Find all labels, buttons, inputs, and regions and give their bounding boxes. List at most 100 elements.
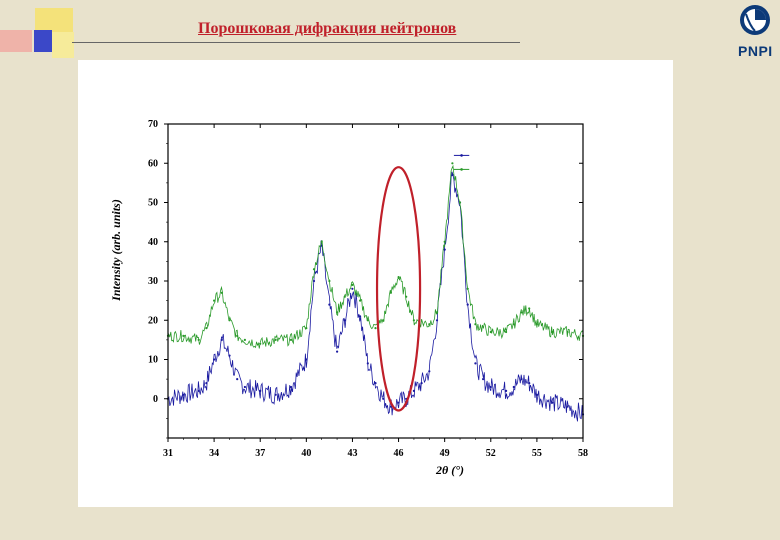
series-point-1 [443, 248, 446, 251]
series-point-2 [443, 240, 446, 243]
series-point-2 [312, 268, 316, 271]
x-tick-label: 43 [347, 448, 357, 459]
series-point-2 [405, 295, 408, 298]
series-point-2 [474, 323, 477, 326]
series-point-1 [566, 405, 569, 408]
highlight-ellipse [375, 166, 422, 412]
series-line-1 [167, 171, 584, 422]
series-point-2 [397, 276, 400, 279]
series-point-1 [359, 315, 362, 318]
series-point-2 [274, 338, 277, 341]
diffraction-chart: 31 34 37 40 43 46 49 52 55 58 0 10 20 30 40 50 60 70 2θ (… [109, 119, 588, 477]
series-point-2 [220, 291, 223, 294]
series-point-2 [512, 323, 515, 326]
x-tick-label: 55 [532, 448, 542, 459]
x-axis-title: 2θ (°) [435, 463, 464, 477]
legend-marker-1 [460, 154, 463, 157]
series-point-1 [336, 350, 339, 353]
series-point-1 [489, 385, 492, 389]
series-point-1 [228, 354, 231, 357]
series-point-2 [328, 279, 331, 283]
series-point-1 [435, 319, 439, 322]
series-point-1 [274, 393, 277, 396]
y-tick-label: 60 [148, 158, 158, 169]
x-tick-label: 34 [209, 448, 219, 459]
series-point-1 [182, 393, 185, 396]
series-point-1 [451, 173, 454, 177]
series-point-2 [228, 319, 231, 322]
series-point-2 [182, 334, 185, 337]
series-point-2 [336, 311, 339, 314]
series-point-2 [343, 295, 346, 298]
series-point-1 [482, 378, 485, 381]
series-point-2 [412, 319, 415, 322]
series-point-1 [535, 393, 538, 396]
series-point-2 [366, 319, 369, 322]
series-point-1 [213, 358, 216, 361]
y-tick-label: 70 [148, 119, 158, 130]
series-point-2 [566, 330, 569, 334]
plot-frame [167, 123, 584, 439]
series-line-2 [167, 164, 584, 349]
series-point-2 [351, 283, 354, 286]
y-tick-label: 0 [153, 394, 158, 405]
decor-square-yellow-2 [52, 32, 74, 58]
title-rule [72, 42, 520, 43]
series-point-2 [236, 334, 239, 337]
chart-panel: 31 34 37 40 43 46 49 52 55 58 0 10 20 30 40 50 60 70 2θ (… [78, 60, 673, 507]
series-point-1 [205, 382, 208, 385]
series-point-1 [466, 303, 469, 306]
series-point-1 [505, 389, 508, 392]
series-point-2 [435, 311, 439, 314]
series-point-1 [551, 401, 554, 404]
series-point-1 [343, 319, 346, 322]
series-point-2 [205, 327, 208, 330]
legend-marker-2 [460, 168, 463, 171]
series-point-1 [412, 389, 415, 392]
series-point-1 [397, 401, 400, 404]
series-point-2 [374, 327, 377, 330]
y-tick-label: 50 [148, 198, 158, 209]
y-tick-label: 30 [148, 276, 158, 287]
series-point-1 [197, 389, 200, 392]
x-tick-label: 46 [394, 448, 404, 459]
series-point-1 [520, 378, 523, 381]
series-point-2 [458, 201, 462, 204]
series-point-2 [489, 330, 492, 334]
series-point-1 [243, 385, 246, 389]
series-point-2 [197, 338, 200, 341]
y-tick-label: 20 [148, 315, 158, 326]
series-point-2 [428, 323, 431, 326]
y-axis-title: Intensity (arb. units) [109, 199, 123, 302]
series-point-1 [220, 338, 223, 341]
series-point-1 [259, 389, 262, 392]
series-point-2 [466, 287, 469, 290]
series-point-2 [520, 311, 523, 314]
series-point-2 [259, 342, 262, 345]
x-tick-label: 40 [301, 448, 311, 459]
series-point-1 [512, 385, 515, 389]
series-point-1 [374, 382, 377, 385]
series-point-1 [420, 382, 423, 385]
series-point-1 [351, 287, 354, 290]
decor-square-blue [34, 30, 52, 52]
x-tick-label: 52 [486, 448, 496, 459]
slide-title: Порошковая дифракция нейтронов [198, 20, 457, 37]
x-tick-label: 58 [578, 448, 588, 459]
x-tick-label: 49 [440, 448, 450, 459]
series-point-2 [382, 319, 385, 322]
x-tick-label: 31 [163, 448, 173, 459]
pnpi-logo-icon [740, 5, 770, 35]
series-point-2 [389, 291, 392, 294]
series-point-2 [320, 240, 323, 243]
series-point-1 [366, 362, 369, 365]
logo-text: PNPI [738, 43, 773, 59]
y-tick-label: 10 [148, 355, 158, 366]
y-tick-label: 40 [148, 237, 158, 248]
series-point-2 [551, 330, 554, 334]
series-point-2 [535, 323, 538, 326]
series-point-1 [236, 378, 239, 381]
series-point-1 [289, 385, 293, 389]
series-point-2 [213, 299, 216, 302]
series-point-2 [289, 338, 293, 341]
